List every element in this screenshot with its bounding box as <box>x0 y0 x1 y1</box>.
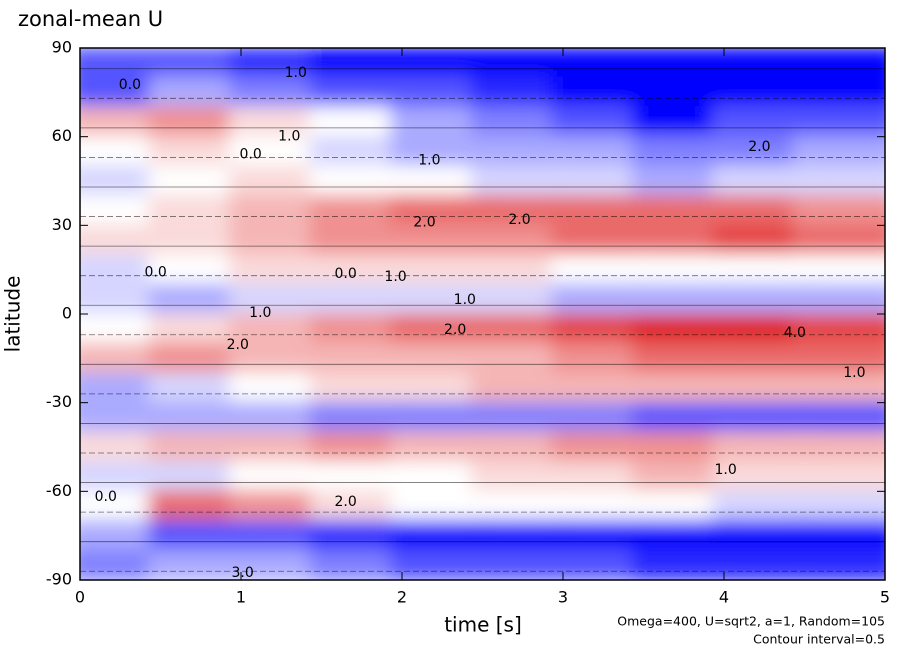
contour-label: 3.0 <box>231 565 253 581</box>
y-axis-label: latitude <box>1 276 25 353</box>
x-tick-label: 1 <box>236 588 246 607</box>
contour-label: 2.0 <box>748 139 770 155</box>
contour-label: 2.0 <box>444 322 466 338</box>
field-cell <box>792 253 885 286</box>
x-tick-label: 2 <box>397 588 407 607</box>
contour-label: 1.0 <box>278 129 300 145</box>
y-tick-label: 90 <box>52 38 72 57</box>
contour-label: 0.0 <box>119 77 141 93</box>
contour-label: 1.0 <box>714 462 736 478</box>
field-cells <box>80 48 885 580</box>
chart-title: zonal-mean U <box>18 7 163 31</box>
contour-label: 2.0 <box>508 212 530 228</box>
field-cell <box>792 490 885 522</box>
y-tick-label: -30 <box>46 392 72 411</box>
contour-label: 0.0 <box>95 489 117 505</box>
x-tick-label: 5 <box>880 588 890 607</box>
contour-label: 2.0 <box>413 214 435 230</box>
field-cell <box>792 401 885 434</box>
y-tick-label: 60 <box>52 126 72 145</box>
contour-label: 1.0 <box>285 65 307 81</box>
x-tick-label: 0 <box>75 588 85 607</box>
field-cell <box>792 519 885 552</box>
field-cell <box>792 549 885 580</box>
y-tick-label: 0 <box>62 304 72 323</box>
field <box>80 48 885 580</box>
annotation: Contour interval=0.5 <box>753 632 885 647</box>
x-tick-label: 4 <box>719 588 729 607</box>
field-cell <box>792 372 885 404</box>
contour-label: 2.0 <box>227 337 249 353</box>
field-cell <box>792 224 885 256</box>
contour-label: 1.0 <box>249 305 271 321</box>
field-cell <box>792 48 885 79</box>
field-cell <box>792 283 885 315</box>
field-cell <box>792 313 885 345</box>
contour-label: 0.0 <box>335 266 357 282</box>
field-cell <box>792 76 885 109</box>
field-cell <box>792 431 885 463</box>
field-cell <box>792 460 885 493</box>
annotation: Omega=400, U=sqrt2, a=1, Random=105 <box>617 614 885 629</box>
y-tick-label: 30 <box>52 215 72 234</box>
contour-label: 2.0 <box>335 494 357 510</box>
contour-label: 1.0 <box>843 365 865 381</box>
contour-label: 4.0 <box>784 325 806 341</box>
y-tick-label: -90 <box>46 570 72 589</box>
x-axis-label: time [s] <box>444 613 522 637</box>
x-tick-label: 3 <box>558 588 568 607</box>
contour-label: 1.0 <box>418 152 440 168</box>
field-cell <box>792 194 885 227</box>
contour-label: 0.0 <box>145 265 167 281</box>
field-cell <box>792 342 885 375</box>
contour-label: 0.0 <box>240 146 262 162</box>
y-tick-label: -60 <box>46 481 72 500</box>
contour-label: 1.0 <box>454 292 476 308</box>
contour-label: 1.0 <box>384 269 406 285</box>
field-cell <box>792 165 885 197</box>
field-cell <box>792 106 885 138</box>
contour-labels: 2.02.01.00.0 1.00.0 0.0 1.02.02.01.01.01.00… <box>95 65 866 581</box>
field-cell <box>792 135 885 168</box>
